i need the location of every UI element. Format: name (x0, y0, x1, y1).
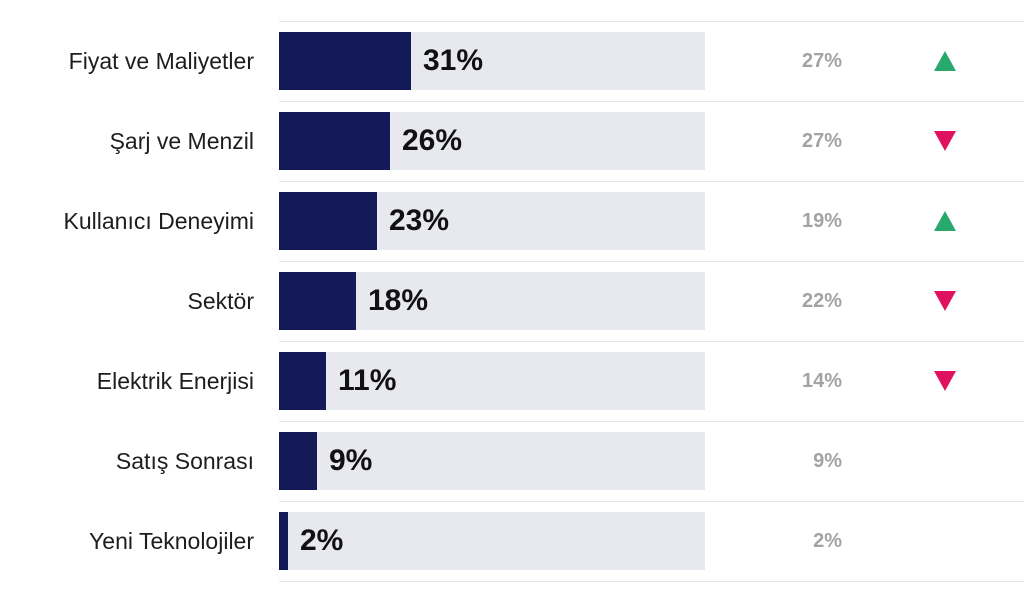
chart-row: Şarj ve Menzil 26% 27% (0, 101, 1024, 181)
previous-value: 9% (813, 450, 842, 472)
row-divider (279, 421, 1024, 422)
value-label: 31% (423, 44, 484, 77)
value-label: 11% (338, 364, 397, 397)
bar-track (279, 32, 705, 90)
chart-row: Fiyat ve Maliyetler 31% 27% (0, 21, 1024, 101)
value-label: 26% (402, 124, 463, 157)
value-label: 18% (368, 284, 429, 317)
category-label: Fiyat ve Maliyetler (68, 48, 254, 74)
previous-value: 14% (801, 370, 842, 392)
bar-track (279, 272, 705, 330)
previous-value: 19% (801, 210, 842, 232)
category-label: Şarj ve Menzil (109, 128, 254, 154)
bar (279, 32, 411, 90)
bar (279, 512, 288, 570)
category-label: Elektrik Enerjisi (96, 368, 254, 394)
category-label: Satış Sonrası (115, 448, 254, 474)
chart-row: Kullanıcı Deneyimi 23% 19% (0, 181, 1024, 261)
chart-row: Sektör 18% 22% (0, 261, 1024, 341)
trend-down-icon (934, 291, 956, 311)
bar (279, 272, 356, 330)
previous-value: 22% (801, 290, 842, 312)
row-divider (279, 261, 1024, 262)
row-divider (279, 501, 1024, 502)
row-divider (279, 101, 1024, 102)
trend-up-icon (934, 51, 956, 71)
trend-down-icon (934, 371, 956, 391)
bar (279, 352, 326, 410)
value-label: 9% (329, 444, 373, 477)
row-divider (279, 21, 1024, 22)
value-label: 2% (300, 524, 344, 557)
trend-down-icon (934, 131, 956, 151)
value-label: 23% (389, 204, 450, 237)
trend-up-icon (934, 211, 956, 231)
chart-row: Satış Sonrası 9% 9% (0, 421, 1024, 501)
chart-row: Yeni Teknolojiler 2% 2% (0, 501, 1024, 581)
previous-value: 27% (801, 130, 842, 152)
bar (279, 432, 317, 490)
previous-value: 2% (813, 530, 842, 552)
bar-track (279, 512, 705, 570)
previous-value: 27% (801, 50, 842, 72)
category-label: Sektör (187, 288, 254, 314)
category-label: Yeni Teknolojiler (89, 528, 254, 554)
chart-row: Elektrik Enerjisi 11% 14% (0, 341, 1024, 421)
bar-track (279, 352, 705, 410)
row-divider (279, 181, 1024, 182)
bar-track (279, 432, 705, 490)
row-divider (279, 581, 1024, 582)
bar-track (279, 112, 705, 170)
row-divider (279, 341, 1024, 342)
category-label: Kullanıcı Deneyimi (63, 208, 254, 234)
bar-track (279, 192, 705, 250)
bar (279, 192, 377, 250)
bar (279, 112, 390, 170)
